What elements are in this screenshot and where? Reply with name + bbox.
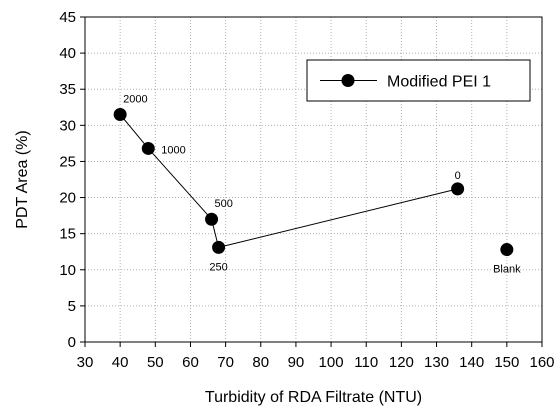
x-axis-ticks: 30 40 50 60 70 80 90 100 110 120 130 140 150 160 <box>77 342 555 371</box>
x-axis-title: Turbidity of RDA Filtrate (NTU) <box>205 389 422 406</box>
data-points <box>113 108 514 257</box>
x-tick-label: 30 <box>77 354 94 371</box>
x-tick-label: 60 <box>182 354 199 371</box>
legend-marker <box>341 74 355 87</box>
x-tick-label: 120 <box>389 354 414 371</box>
x-tick-label: 110 <box>354 354 378 371</box>
y-tick-label: 40 <box>59 45 76 62</box>
y-tick-label: 10 <box>59 262 76 279</box>
data-point-labels: 2000 1000 500 250 0 Blank <box>123 94 521 276</box>
data-point-label: 500 <box>215 198 233 210</box>
y-tick-label: 5 <box>68 298 76 315</box>
data-point-label: Blank <box>493 264 521 276</box>
legend-label: Modified PEI 1 <box>387 74 491 91</box>
x-tick-label: 160 <box>529 354 554 371</box>
legend: Modified PEI 1 <box>306 59 531 102</box>
data-point-marker <box>205 212 219 226</box>
y-tick-label: 45 <box>59 9 76 26</box>
x-tick-label: 40 <box>112 354 129 371</box>
data-point-marker <box>141 141 155 155</box>
x-tick-label: 150 <box>494 354 519 371</box>
plot-frame <box>84 16 543 343</box>
series-line <box>119 114 458 248</box>
data-point-label: 2000 <box>123 94 147 106</box>
x-tick-label: 140 <box>459 354 484 371</box>
data-point-marker <box>500 243 514 257</box>
series-connectors <box>119 114 458 248</box>
data-point-label: 250 <box>209 261 227 273</box>
x-tick-label: 130 <box>424 354 449 371</box>
x-tick-label: 70 <box>217 354 234 371</box>
data-point-marker <box>113 108 127 121</box>
data-point-label: 1000 <box>161 144 185 156</box>
x-tick-label: 90 <box>288 354 305 371</box>
y-tick-label: 15 <box>59 226 76 243</box>
y-tick-label: 0 <box>68 334 76 351</box>
data-point-marker <box>451 182 465 196</box>
data-point-marker <box>212 240 226 254</box>
y-tick-label: 25 <box>59 153 76 170</box>
data-point-label: 0 <box>455 170 461 182</box>
x-tick-label: 100 <box>319 354 344 371</box>
y-axis-ticks: 0 5 10 15 20 25 30 35 40 45 <box>59 9 85 351</box>
y-axis-title: PDT Area (%) <box>14 130 31 228</box>
y-tick-label: 20 <box>59 190 76 207</box>
y-tick-label: 30 <box>59 117 76 134</box>
x-tick-label: 50 <box>147 354 164 371</box>
y-tick-label: 35 <box>59 81 76 98</box>
x-tick-label: 80 <box>252 354 269 371</box>
